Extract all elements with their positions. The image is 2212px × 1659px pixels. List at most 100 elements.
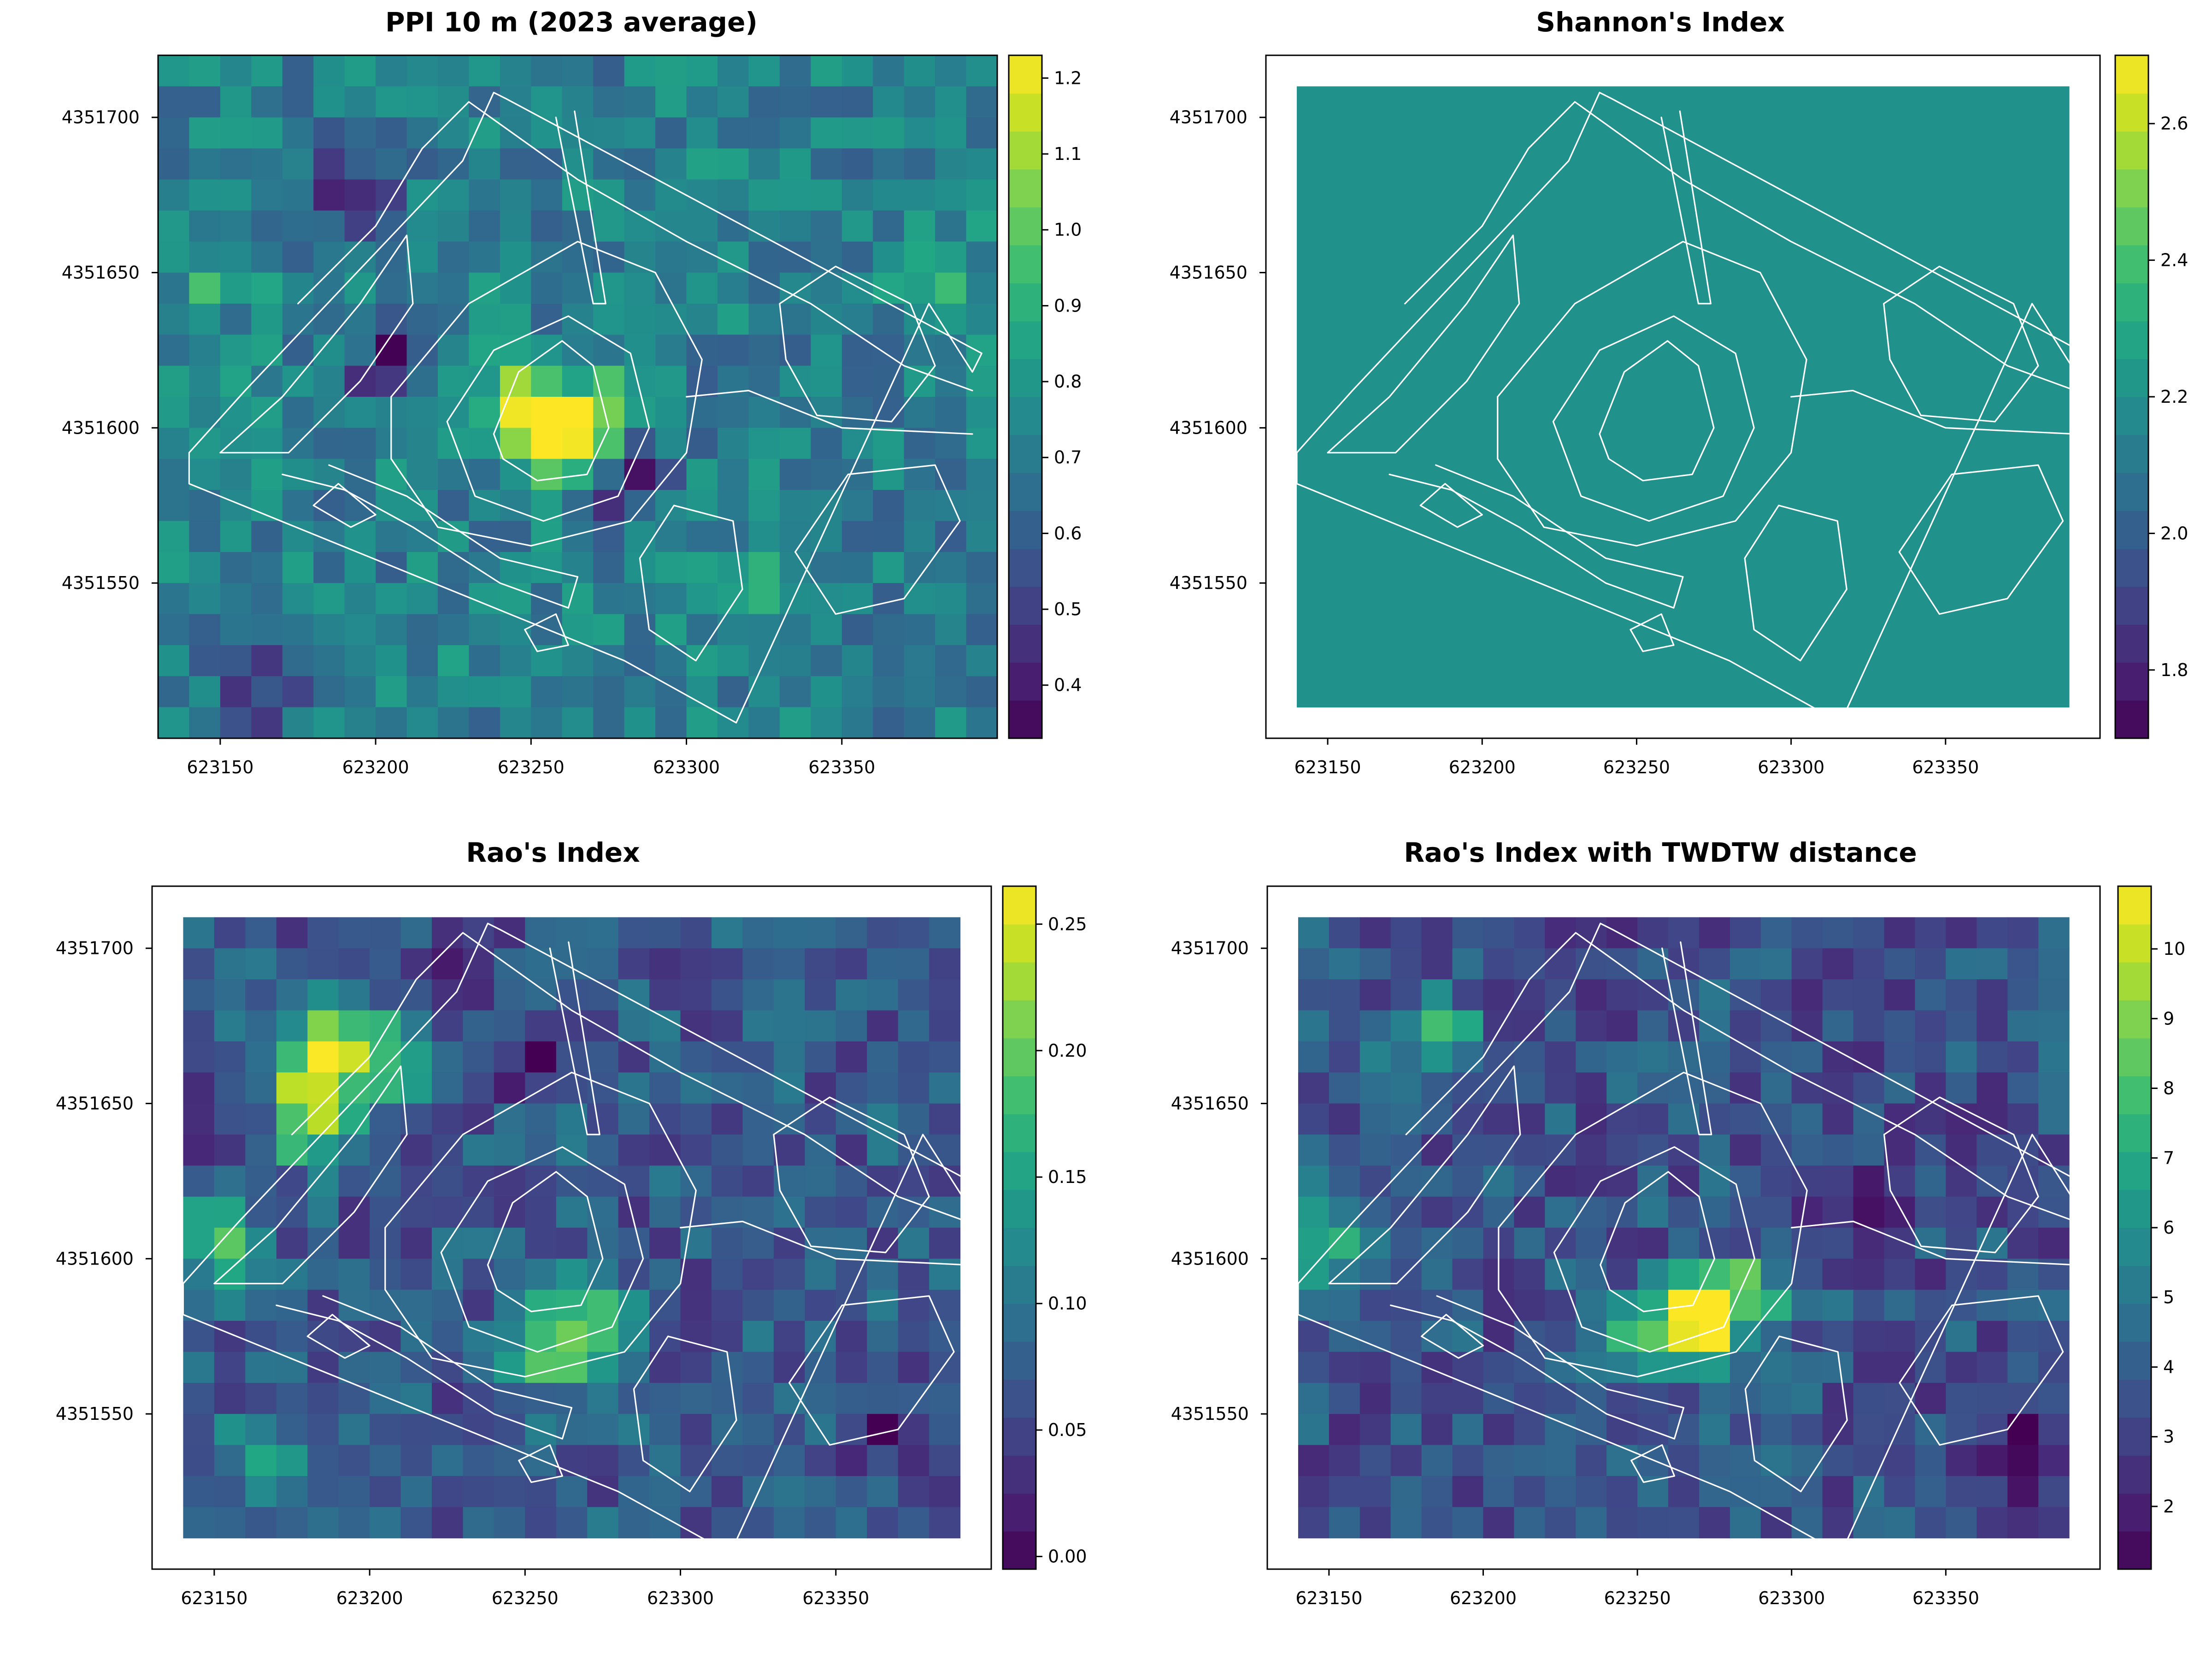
landform-outline bbox=[276, 1295, 573, 1440]
raster-cell bbox=[214, 1165, 246, 1197]
raster-cell bbox=[220, 148, 252, 180]
raster-cell bbox=[525, 917, 557, 949]
raster-cell bbox=[1946, 1382, 1977, 1414]
raster-cell bbox=[655, 397, 687, 428]
landform-outline bbox=[1661, 941, 1712, 1135]
raster-cell bbox=[873, 210, 905, 242]
colorbar-segment bbox=[1009, 131, 1042, 170]
raster-cell bbox=[1298, 1321, 1330, 1353]
raster-cell bbox=[748, 428, 780, 459]
raster-cell bbox=[463, 1321, 494, 1353]
raster-cell bbox=[1668, 1103, 1700, 1135]
raster-cell bbox=[183, 1259, 215, 1290]
raster-cell bbox=[1329, 1165, 1360, 1197]
raster-cell bbox=[742, 1259, 774, 1290]
raster-cell bbox=[245, 1165, 277, 1197]
raster-cell bbox=[562, 707, 594, 738]
colorbar-segment bbox=[1003, 1189, 1036, 1228]
raster-cell bbox=[1421, 948, 1453, 980]
raster-cell bbox=[773, 1476, 805, 1507]
colorbar-segment bbox=[2115, 586, 2148, 625]
raster-cell bbox=[338, 1507, 370, 1539]
raster-cell bbox=[966, 459, 997, 490]
raster-cell bbox=[400, 1289, 432, 1321]
raster-cell bbox=[929, 1010, 961, 1042]
raster-cell bbox=[1452, 1414, 1484, 1446]
raster-cell bbox=[531, 521, 563, 553]
raster-cell bbox=[618, 1103, 650, 1135]
y-tick-label: 4351700 bbox=[1170, 107, 1247, 128]
colorbar-tick-label: 0.05 bbox=[1048, 1420, 1087, 1440]
raster-cell bbox=[158, 397, 190, 428]
raster-cell bbox=[400, 1414, 432, 1446]
y-tick-label: 4351600 bbox=[62, 418, 140, 438]
raster-cell bbox=[773, 1134, 805, 1166]
raster-cell bbox=[245, 1476, 277, 1507]
raster-cell bbox=[680, 1321, 712, 1353]
raster-cell bbox=[718, 241, 749, 273]
raster-cell bbox=[649, 917, 681, 949]
raster-cell bbox=[562, 365, 594, 397]
raster-cell bbox=[1822, 1103, 1854, 1135]
raster-cell bbox=[779, 365, 811, 397]
landform-outline bbox=[788, 1295, 955, 1446]
raster-cell bbox=[1298, 1352, 1330, 1383]
raster-cell bbox=[712, 1445, 743, 1477]
colorbar-segment bbox=[1003, 1303, 1036, 1342]
raster-cell bbox=[624, 272, 656, 304]
raster-cell bbox=[1421, 917, 1453, 949]
raster-cell bbox=[1977, 1507, 2008, 1539]
raster-cell bbox=[1359, 1445, 1391, 1477]
raster-cell bbox=[282, 117, 314, 149]
raster-cell bbox=[251, 365, 283, 397]
raster-cell bbox=[1822, 1414, 1854, 1446]
raster-cell bbox=[929, 1414, 961, 1446]
landform-outline bbox=[1883, 1096, 2039, 1253]
raster-cell bbox=[438, 148, 470, 180]
raster-cell bbox=[904, 490, 935, 522]
raster-cell bbox=[686, 614, 718, 646]
raster-cell bbox=[811, 707, 842, 738]
raster-cell bbox=[438, 117, 470, 149]
raster-cell bbox=[686, 676, 718, 708]
raster-cell bbox=[307, 1445, 339, 1477]
raster-cell bbox=[1390, 979, 1422, 1011]
raster-cell bbox=[183, 1445, 215, 1477]
x-tick-label: 623200 bbox=[342, 757, 409, 777]
raster-cell bbox=[1421, 1507, 1453, 1539]
raster-cell bbox=[929, 948, 961, 980]
raster-cell bbox=[2007, 979, 2039, 1011]
raster-cell bbox=[904, 676, 935, 708]
raster-cell bbox=[1946, 1228, 1977, 1259]
raster-cell bbox=[835, 1259, 867, 1290]
raster-cell bbox=[189, 335, 221, 366]
raster-cell bbox=[556, 1476, 588, 1507]
raster-cell bbox=[624, 676, 656, 708]
raster-cell bbox=[400, 1072, 432, 1104]
raster-cell bbox=[189, 303, 221, 335]
colorbar-segment bbox=[1009, 207, 1042, 246]
raster-cell bbox=[779, 55, 811, 87]
raster-cell bbox=[618, 948, 650, 980]
raster-cell bbox=[1637, 1103, 1669, 1135]
raster-cell bbox=[376, 521, 407, 553]
raster-cell bbox=[1977, 1041, 2008, 1073]
raster-cell bbox=[680, 1382, 712, 1414]
raster-cell bbox=[873, 148, 905, 180]
raster-cell bbox=[649, 1165, 681, 1197]
raster-cell bbox=[1421, 1072, 1453, 1104]
colorbar-segment bbox=[2118, 1114, 2151, 1153]
raster-cell bbox=[438, 210, 470, 242]
landform-outline bbox=[1899, 1295, 2064, 1446]
raster-cell bbox=[1760, 917, 1792, 949]
y-tick-label: 4351700 bbox=[62, 107, 140, 128]
raster-cell bbox=[935, 148, 967, 180]
raster-cell bbox=[1699, 1103, 1730, 1135]
raster-cell bbox=[1329, 1134, 1360, 1166]
raster-cell bbox=[400, 917, 432, 949]
colorbar-segment bbox=[2115, 131, 2148, 170]
raster-cell bbox=[344, 459, 376, 490]
raster-cell bbox=[251, 148, 283, 180]
y-tick-label: 4351700 bbox=[1171, 938, 1249, 959]
raster-cell bbox=[867, 1476, 899, 1507]
